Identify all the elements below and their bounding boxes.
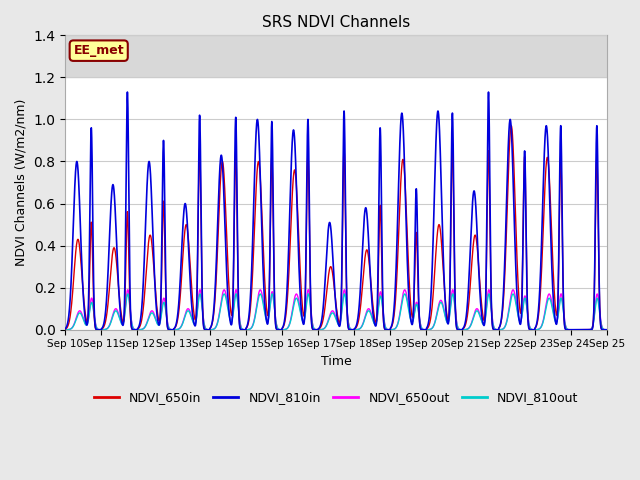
- NDVI_650in: [177, 281, 185, 287]
- Line: NDVI_810out: NDVI_810out: [65, 294, 607, 330]
- Text: EE_met: EE_met: [74, 44, 124, 57]
- NDVI_810in: [172, 324, 179, 329]
- Line: NDVI_810in: NDVI_810in: [65, 92, 607, 330]
- NDVI_810in: [488, 312, 495, 318]
- Title: SRS NDVI Channels: SRS NDVI Channels: [262, 15, 410, 30]
- NDVI_650out: [61, 327, 69, 333]
- NDVI_650out: [411, 307, 419, 312]
- NDVI_810out: [268, 291, 276, 297]
- NDVI_810out: [264, 318, 272, 324]
- Y-axis label: NDVI Channels (W/m2/nm): NDVI Channels (W/m2/nm): [15, 99, 28, 266]
- Legend: NDVI_650in, NDVI_810in, NDVI_650out, NDVI_810out: NDVI_650in, NDVI_810in, NDVI_650out, NDV…: [88, 386, 584, 409]
- Bar: [65, 36, 607, 77]
- NDVI_810in: [603, 327, 611, 333]
- NDVI_810out: [601, 327, 609, 333]
- NDVI_650in: [488, 311, 495, 316]
- NDVI_650in: [61, 326, 69, 332]
- NDVI_810out: [61, 327, 69, 333]
- NDVI_650out: [172, 327, 179, 333]
- NDVI_810out: [172, 327, 179, 333]
- NDVI_810out: [177, 324, 185, 330]
- NDVI_650out: [232, 287, 240, 292]
- NDVI_650out: [603, 327, 611, 333]
- NDVI_650in: [508, 123, 515, 129]
- NDVI_810out: [411, 309, 419, 314]
- NDVI_810in: [61, 326, 69, 332]
- NDVI_810out: [488, 312, 495, 318]
- NDVI_810in: [124, 89, 131, 95]
- NDVI_650out: [177, 324, 185, 329]
- NDVI_650out: [488, 310, 495, 316]
- NDVI_650in: [603, 327, 611, 333]
- NDVI_810in: [411, 247, 419, 253]
- NDVI_650out: [264, 317, 272, 323]
- NDVI_650in: [601, 327, 609, 333]
- X-axis label: Time: Time: [321, 355, 351, 368]
- NDVI_650in: [264, 312, 272, 318]
- NDVI_650in: [172, 324, 179, 330]
- NDVI_810in: [177, 258, 185, 264]
- Line: NDVI_650out: NDVI_650out: [65, 289, 607, 330]
- NDVI_650out: [601, 327, 609, 333]
- Line: NDVI_650in: NDVI_650in: [65, 126, 607, 330]
- NDVI_650in: [411, 270, 419, 276]
- NDVI_810in: [264, 319, 272, 325]
- NDVI_810out: [603, 327, 611, 333]
- NDVI_810in: [601, 327, 609, 333]
